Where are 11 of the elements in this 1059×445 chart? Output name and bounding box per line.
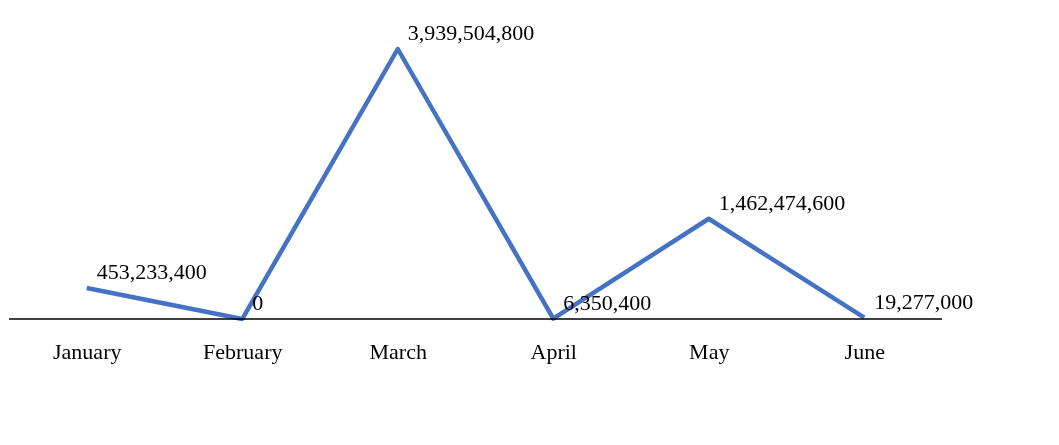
x-tick-label: April	[530, 338, 577, 364]
data-label: 19,277,000	[874, 288, 974, 314]
data-label: 453,233,400	[96, 258, 207, 284]
x-tick-label: June	[844, 338, 885, 364]
x-tick-label: March	[369, 338, 427, 364]
x-tick-label: May	[689, 338, 730, 364]
data-label: 3,939,504,800	[407, 20, 535, 45]
x-tick-label: February	[203, 338, 283, 364]
data-label: 0	[252, 290, 264, 315]
x-tick-label: January	[53, 338, 122, 364]
data-label: 1,462,474,600	[718, 189, 846, 215]
